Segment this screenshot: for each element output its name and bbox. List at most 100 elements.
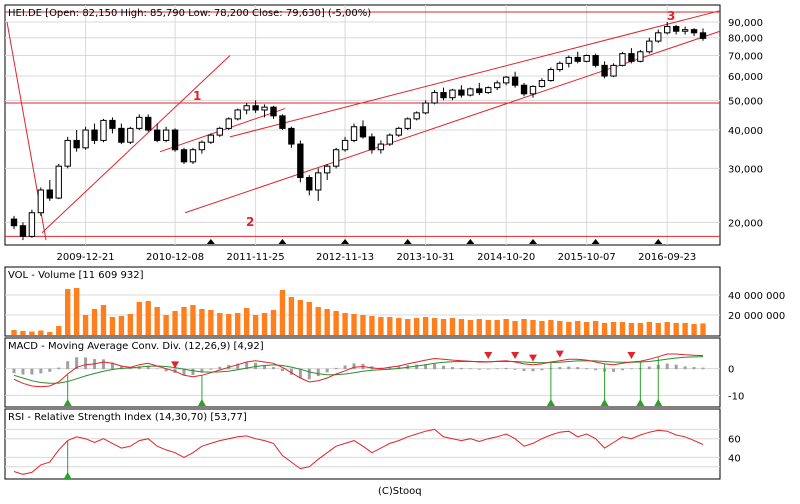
rsi-buy-marker bbox=[63, 472, 72, 479]
candle-body bbox=[449, 89, 456, 99]
volume-bar bbox=[297, 300, 304, 335]
volume-bar bbox=[261, 313, 268, 335]
candle-body bbox=[699, 32, 707, 39]
event-marker bbox=[591, 239, 600, 244]
macd-hist-bar bbox=[629, 368, 633, 370]
channel-upper bbox=[229, 10, 721, 138]
candle-body bbox=[82, 129, 89, 149]
volume-bar bbox=[324, 309, 330, 335]
price-x-tick: 2010-12-08 bbox=[146, 252, 204, 263]
volume-bar bbox=[494, 320, 500, 335]
volume-bar bbox=[592, 321, 599, 335]
volume-bar bbox=[226, 314, 232, 335]
price-x-tick: 2012-11-13 bbox=[316, 252, 374, 263]
annotation-1: 1 bbox=[193, 89, 201, 103]
rsi-y-tick: 60 bbox=[728, 435, 741, 446]
macd-hist-bar bbox=[433, 363, 437, 370]
event-markers bbox=[206, 239, 663, 244]
macd-hist-bar bbox=[84, 357, 88, 370]
price-x-tick: 2013-10-31 bbox=[397, 252, 455, 263]
buy-signal-marker bbox=[654, 399, 663, 406]
macd-hist-bar bbox=[263, 365, 267, 370]
macd-hist-bar bbox=[298, 368, 302, 378]
volume-bar bbox=[700, 323, 706, 335]
macd-hist-bar bbox=[48, 368, 52, 372]
buy-signal-marker bbox=[197, 399, 206, 406]
volume-bar bbox=[637, 323, 644, 335]
candle-body bbox=[592, 55, 599, 66]
candle-body bbox=[547, 69, 555, 82]
candle-body bbox=[225, 118, 232, 129]
volume-bar bbox=[664, 322, 670, 335]
macd-hist-bar bbox=[307, 368, 311, 380]
annotation-3: 3 bbox=[667, 9, 675, 23]
sell-signal-marker bbox=[171, 361, 180, 369]
candle-body bbox=[520, 84, 528, 95]
candle-body bbox=[440, 92, 447, 99]
macd-hist-bar bbox=[119, 366, 123, 370]
candle-body bbox=[690, 29, 698, 34]
price-panel-title: HEI.DE [Open: 82,150 High: 85,790 Low: 7… bbox=[8, 8, 371, 19]
volume-bar bbox=[682, 323, 688, 335]
event-marker bbox=[466, 239, 475, 244]
candle-body bbox=[145, 116, 152, 131]
rsi-panel: 60 40 RSI - Relative Strength Index (14,3… bbox=[4, 408, 741, 480]
candle-body bbox=[359, 126, 367, 138]
candle-body bbox=[189, 149, 197, 163]
candle-body bbox=[234, 109, 241, 120]
candle-body bbox=[252, 105, 259, 111]
rsi-panel-frame bbox=[4, 408, 721, 480]
macd-hist-bar bbox=[334, 367, 338, 370]
volume-bar bbox=[476, 319, 482, 335]
macd-hist-bar bbox=[495, 368, 499, 370]
volume-bar bbox=[646, 322, 652, 335]
macd-hist-bar bbox=[513, 368, 517, 370]
candle-body bbox=[538, 80, 546, 87]
volume-bar bbox=[557, 321, 563, 335]
candle-body bbox=[153, 129, 161, 141]
candle-body bbox=[46, 189, 53, 199]
volume-bar bbox=[628, 323, 635, 335]
volume-bar bbox=[127, 314, 134, 335]
volume-bar bbox=[548, 320, 554, 335]
macd-hist-bar bbox=[245, 362, 249, 370]
volume-bar bbox=[252, 315, 259, 335]
macd-lines bbox=[13, 353, 704, 388]
volume-bar bbox=[512, 321, 518, 335]
buy-signal-marker bbox=[63, 399, 72, 406]
volume-bar bbox=[20, 331, 26, 335]
volume-bar bbox=[369, 316, 375, 335]
candle-body bbox=[619, 53, 626, 66]
volume-bar bbox=[539, 321, 545, 335]
candle-body bbox=[556, 62, 564, 71]
sell-signal-marker bbox=[627, 352, 636, 359]
candle-body bbox=[91, 129, 98, 141]
macd-hist-bar bbox=[146, 365, 150, 370]
macd-hist-bar bbox=[57, 367, 61, 370]
volume-bar bbox=[243, 308, 250, 335]
candle-body bbox=[610, 64, 617, 77]
rsi-line bbox=[13, 428, 704, 475]
macd-hist-bar bbox=[522, 368, 526, 372]
volume-bar bbox=[306, 302, 312, 335]
candle-body bbox=[377, 143, 385, 151]
event-marker bbox=[278, 239, 287, 244]
price-x-axis: 2009-12-21 2010-12-08 2011-11-25 2012-11-13… bbox=[57, 252, 697, 263]
candle-body bbox=[529, 85, 537, 95]
volume-bar bbox=[109, 317, 116, 335]
candle-body bbox=[494, 82, 501, 89]
volume-bar bbox=[422, 317, 429, 335]
macd-y-tick: 0 bbox=[728, 365, 734, 376]
volume-bar bbox=[208, 310, 214, 335]
macd-hist-bar bbox=[459, 367, 463, 370]
volume-bar bbox=[619, 322, 626, 335]
macd-line bbox=[13, 353, 704, 388]
macd-hist-bar bbox=[531, 368, 535, 372]
event-marker bbox=[341, 239, 350, 244]
macd-hist-bar bbox=[683, 366, 687, 370]
candle-body bbox=[574, 56, 581, 62]
volume-bar bbox=[181, 307, 187, 335]
macd-hist-bar bbox=[558, 367, 562, 370]
macd-hist-bar bbox=[155, 368, 159, 370]
